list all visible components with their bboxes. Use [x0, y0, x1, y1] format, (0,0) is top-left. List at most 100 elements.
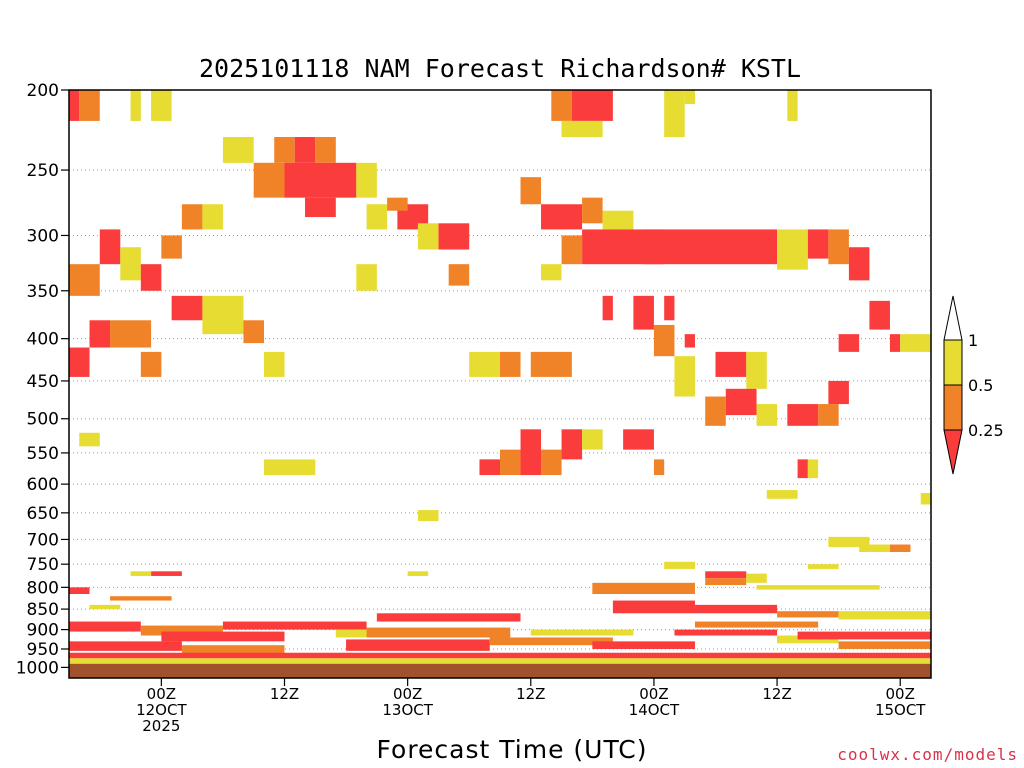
- x-tick-label: 13OCT: [382, 701, 433, 719]
- ri-cell-low: [151, 571, 182, 576]
- ri-cell-low: [848, 247, 870, 281]
- ri-cell-mid: [838, 641, 931, 649]
- ri-cell-high: [674, 356, 695, 397]
- legend: 1 0.5 0.25: [943, 295, 1004, 475]
- y-tick-label-950: 950: [27, 640, 59, 660]
- y-tick-label-250: 250: [27, 161, 59, 181]
- y-tick-label-450: 450: [27, 372, 59, 392]
- ri-cell-low: [140, 264, 162, 291]
- x-tick-label: 00Z: [886, 685, 915, 703]
- ri-cell-mid: [315, 137, 336, 163]
- ri-cell-mid: [366, 627, 511, 638]
- legend-upper-arrow: [943, 295, 963, 341]
- ri-cell-low: [69, 90, 80, 121]
- x-tick-label: 12Z: [270, 685, 299, 703]
- legend-lower-arrow: [943, 429, 963, 475]
- ri-cell-mid: [500, 351, 521, 377]
- ri-cell-low: [797, 631, 931, 640]
- ri-cell-mid: [140, 625, 223, 636]
- ri-cell-mid: [582, 197, 603, 224]
- plot-frame: [68, 89, 932, 679]
- ri-cell-high: [684, 90, 695, 105]
- plot-background: [69, 90, 931, 678]
- ri-cell-high: [366, 204, 388, 230]
- y-tick-label-400: 400: [27, 330, 59, 350]
- x-tick-label: 2025: [142, 717, 180, 735]
- y-axis: 200 250 300 350 400 450 500 550 600 650 700 750 8008…: [16, 81, 69, 678]
- y-tick-label-1000: 1000: [16, 658, 59, 678]
- y-tick-label-900: 900: [27, 621, 59, 641]
- x-tick-label: 12OCT: [136, 701, 187, 719]
- ri-cell-low: [684, 334, 695, 348]
- ri-cell-low: [612, 600, 695, 614]
- y-tick-label-850: 850: [27, 600, 59, 620]
- ri-cell-mid: [448, 264, 470, 286]
- ri-cell-high: [263, 459, 316, 476]
- ri-cell-low: [161, 631, 285, 642]
- ri-cell-low: [438, 223, 470, 250]
- ri-cell-mid: [387, 197, 408, 211]
- ri-cell-low: [623, 429, 654, 450]
- legend-label: 1: [968, 331, 978, 350]
- y-tick-label-500: 500: [27, 410, 59, 430]
- ri-cell-mid: [243, 320, 264, 344]
- ri-cell-mid: [500, 449, 521, 476]
- ri-cell-low: [89, 320, 111, 348]
- ri-cell-high: [541, 264, 562, 281]
- ri-cell-high: [335, 629, 398, 638]
- ri-cell-low: [869, 300, 890, 330]
- ri-cell-mid: [653, 324, 675, 357]
- ri-cell-high: [582, 429, 603, 450]
- ri-cell-low: [69, 652, 931, 659]
- ri-cell-high: [859, 544, 890, 553]
- plot-area: [68, 89, 932, 679]
- ri-cell-high: [356, 162, 377, 198]
- ri-cell-mid: [541, 449, 562, 476]
- ri-cell-mid: [828, 229, 849, 265]
- x-tick-label: 12Z: [762, 685, 791, 703]
- ri-cell-low: [592, 641, 695, 649]
- ri-cell-high: [807, 459, 819, 479]
- ri-cell-mid: [705, 396, 726, 426]
- ri-cell-mid: [694, 621, 819, 628]
- ri-cell-low: [69, 641, 182, 651]
- ri-cell-low: [715, 351, 747, 377]
- ri-cell-high: [787, 90, 798, 121]
- x-tick-label: 12Z: [516, 685, 545, 703]
- ri-cell-low: [69, 587, 90, 595]
- legend-label: 0.5: [968, 376, 993, 395]
- ri-cell-high: [130, 90, 141, 121]
- ri-cell-high: [130, 571, 152, 576]
- x-axis-label: Forecast Time (UTC): [377, 735, 648, 764]
- ri-cell-high: [766, 490, 798, 499]
- ri-cell-high: [469, 351, 500, 377]
- legend-swatch-high: [943, 339, 963, 386]
- ri-cell-high: [561, 120, 603, 138]
- ri-cell-mid: [561, 235, 583, 265]
- chart-title: 2025101118 NAM Forecast Richardson# KSTL: [199, 54, 801, 83]
- ri-cell-high: [222, 137, 254, 163]
- ri-cell-mid: [69, 264, 100, 296]
- ri-cell-low: [69, 621, 141, 632]
- ri-cell-high: [89, 604, 121, 610]
- y-tick-label-750: 750: [27, 555, 59, 575]
- ri-cell-high: [407, 571, 429, 576]
- ri-cell-low: [674, 629, 778, 636]
- ri-cell-mid: [592, 582, 695, 595]
- legend-label: 0.25: [968, 421, 1004, 440]
- ri-cell-high: [756, 404, 778, 426]
- ri-cell-mid: [551, 90, 572, 121]
- ri-cell-mid: [140, 351, 162, 377]
- ri-cell-low: [520, 429, 542, 476]
- x-tick-label: 00Z: [393, 685, 422, 703]
- ri-cell-low: [807, 229, 829, 259]
- x-tick-label: 00Z: [639, 685, 668, 703]
- y-tick-label-550: 550: [27, 444, 59, 464]
- ri-cell-low: [643, 229, 665, 265]
- ri-cell-mid: [161, 235, 182, 259]
- ri-cell-high: [920, 492, 931, 505]
- ri-cell-mid: [181, 204, 203, 230]
- y-tick-label-350: 350: [27, 282, 59, 302]
